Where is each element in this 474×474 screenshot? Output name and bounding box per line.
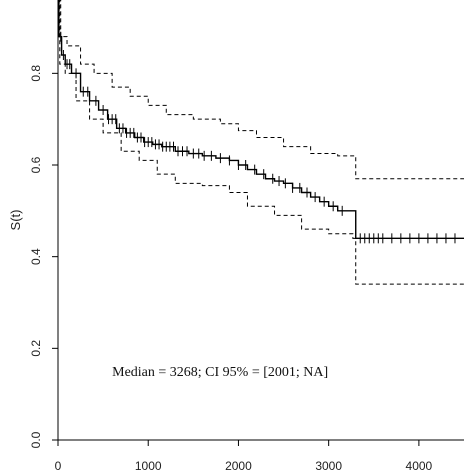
y-tick-label: 0.2 [29, 340, 43, 357]
y-tick-label: 0.8 [29, 65, 43, 82]
x-tick-label: 1000 [135, 459, 162, 473]
y-tick-label: 0.6 [29, 156, 43, 173]
series-upper-ci [58, 0, 464, 180]
y-axis-title: S(t) [8, 210, 23, 231]
series-estimate [58, 0, 464, 240]
x-tick-label: 2000 [225, 459, 252, 473]
y-tick-label: 0.0 [29, 431, 43, 448]
median-annotation: Median = 3268; CI 95% = [2001; NA] [112, 365, 328, 380]
x-tick-label: 4000 [406, 459, 433, 473]
series-lower-ci [58, 0, 464, 285]
chart-series-layer [58, 0, 464, 285]
chart-axes: 0.0 0.2 0.4 0.6 0.8 0 1000 2000 3000 4000 [29, 0, 464, 473]
x-tick-label: 0 [55, 459, 62, 473]
x-tick-label: 3000 [315, 459, 342, 473]
y-tick-label: 0.4 [29, 248, 43, 265]
